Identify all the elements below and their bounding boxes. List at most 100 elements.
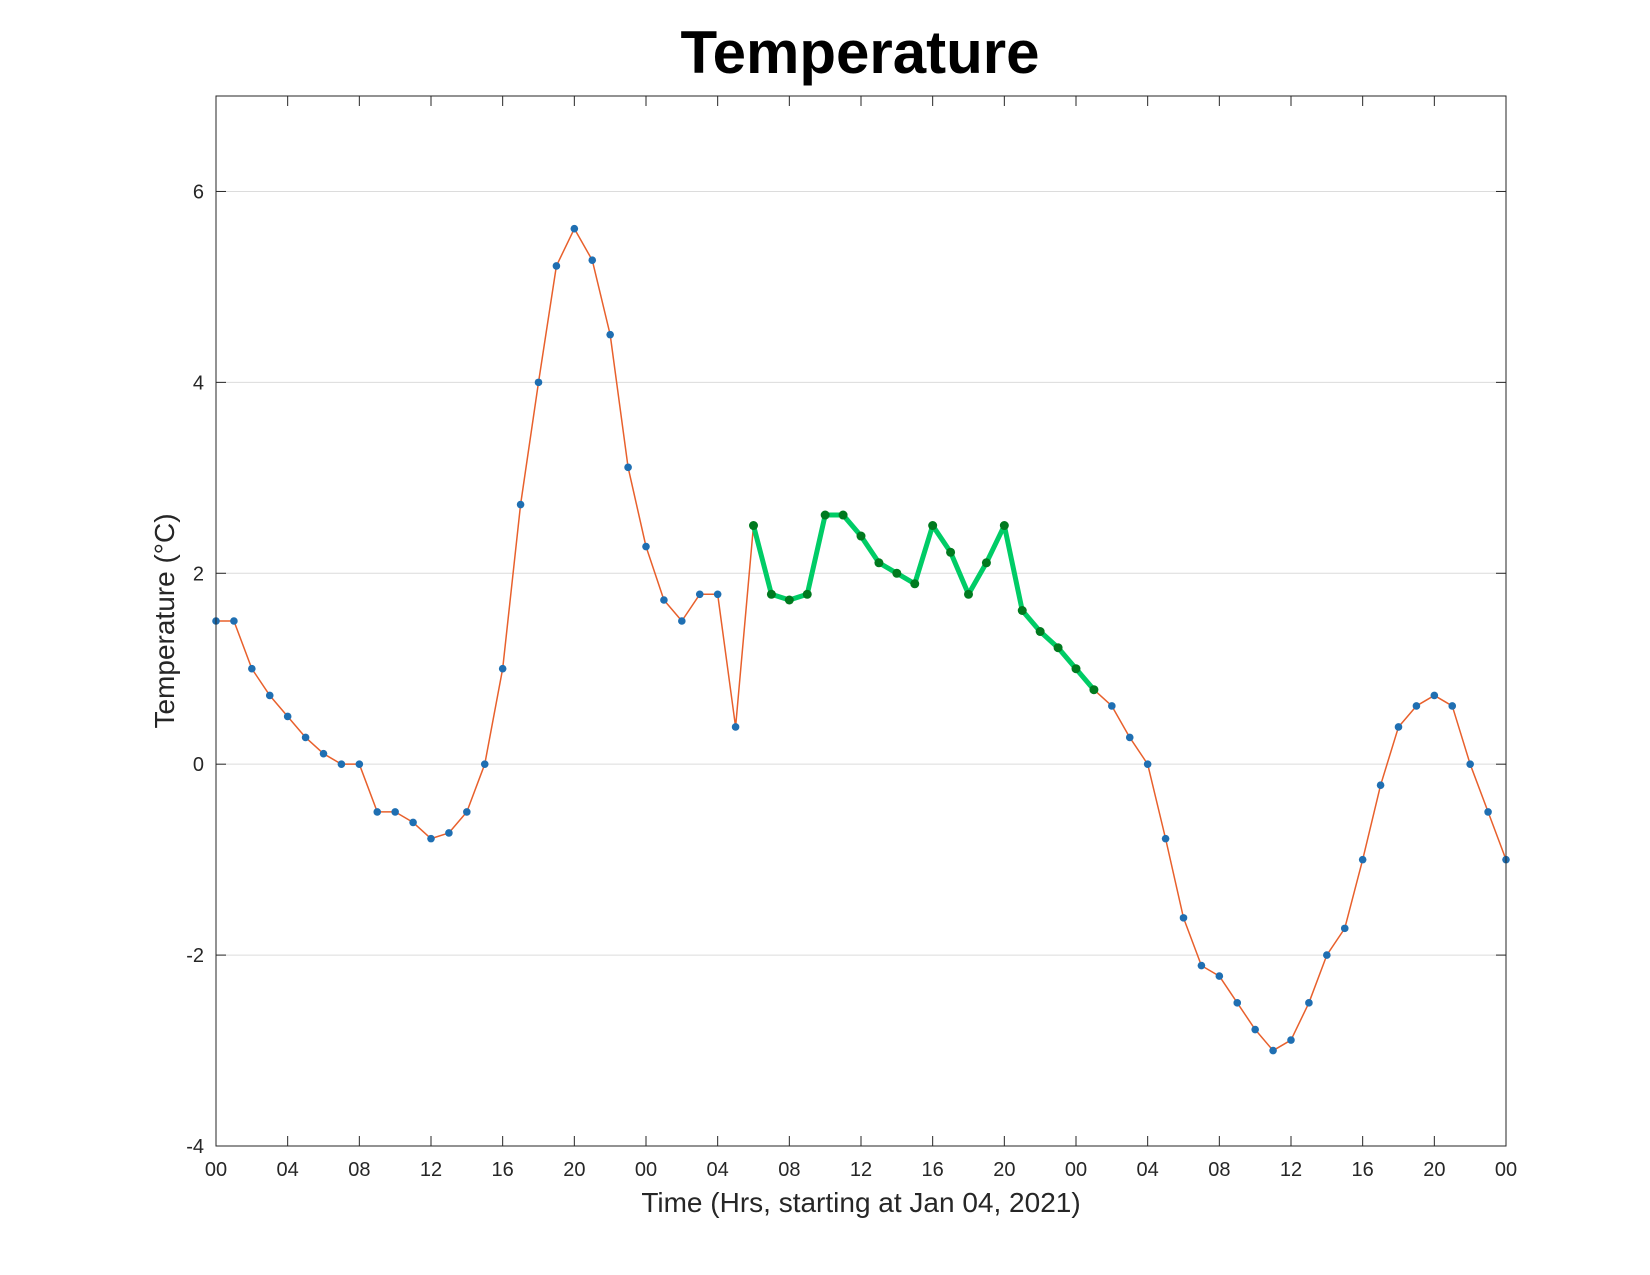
data-point: [1484, 808, 1492, 816]
data-point: [445, 829, 453, 837]
highlighted-data-point: [981, 558, 991, 568]
data-point: [606, 330, 614, 339]
data-point: [1376, 781, 1385, 789]
data-point: [1215, 972, 1224, 980]
data-point: [230, 617, 238, 625]
x-tick-label: 12: [1280, 1159, 1302, 1181]
x-axis-label: Time (Hrs, starting at Jan 04, 2021): [641, 1187, 1080, 1218]
x-tick-label: 08: [778, 1159, 800, 1181]
y-tick-label: 4: [193, 372, 204, 394]
highlighted-data-point: [928, 521, 938, 531]
highlighted-data-point: [964, 589, 973, 599]
highlighted-data-point: [1089, 685, 1099, 695]
data-point: [1466, 760, 1474, 768]
data-point: [409, 818, 417, 827]
highlighted-data-point: [1017, 606, 1027, 615]
x-tick-label: 16: [492, 1159, 514, 1181]
data-point: [1448, 702, 1457, 710]
data-point: [588, 256, 597, 264]
highlighted-data-point: [1053, 643, 1063, 653]
data-point: [1197, 961, 1206, 970]
highlighted-data-point: [946, 547, 956, 557]
data-point: [1287, 1036, 1295, 1044]
data-point: [498, 664, 507, 673]
data-point: [1251, 1025, 1259, 1034]
x-tick-label: 20: [993, 1159, 1015, 1181]
data-point: [1430, 691, 1439, 700]
data-point: [570, 224, 579, 233]
data-point: [301, 733, 310, 742]
x-tick-label: 12: [420, 1159, 442, 1181]
highlighted-segment-line: [751, 512, 1097, 693]
highlighted-data-point: [838, 510, 848, 520]
data-point: [480, 760, 489, 768]
data-point: [463, 808, 471, 816]
data-point: [1179, 914, 1188, 922]
x-tick-label: 04: [707, 1159, 729, 1181]
data-point: [534, 378, 543, 387]
data-point: [1358, 855, 1367, 864]
plot-background: [216, 96, 1506, 1146]
x-tick-label: 08: [1208, 1159, 1230, 1181]
grid-lines: [216, 190, 1506, 956]
data-point: [660, 596, 668, 604]
data-point: [337, 760, 346, 768]
highlighted-data-point: [820, 510, 830, 520]
data-point: [1233, 999, 1242, 1007]
data-point: [1108, 702, 1116, 710]
data-point: [355, 760, 364, 768]
y-axis-label: Temperature (°C): [149, 513, 180, 728]
highlighted-data-point: [784, 595, 794, 605]
data-point: [1161, 834, 1170, 843]
data-point: [1269, 1046, 1277, 1055]
highlighted-data-point: [1071, 664, 1081, 674]
highlighted-data-point: [856, 531, 866, 541]
data-point: [1305, 999, 1313, 1007]
data-point: [642, 542, 650, 551]
x-tick-label: 00: [205, 1159, 227, 1181]
x-tick-label: 04: [277, 1159, 299, 1181]
x-tick-label: 20: [563, 1159, 585, 1181]
highlighted-data-point: [1035, 627, 1045, 636]
highlighted-data-point: [892, 568, 902, 578]
data-point: [1143, 760, 1152, 768]
data-point: [1340, 924, 1349, 933]
data-point: [283, 712, 292, 721]
data-point: [731, 723, 740, 731]
data-point: [1125, 733, 1134, 742]
data-point: [319, 749, 328, 758]
axis-ticks: -4 -2 0 2 4 6 00 04 08 12 16 20 00 04 08 12 16 20 00 04 08 12…: [186, 96, 1517, 1181]
data-point: [1323, 951, 1331, 959]
y-tick-label: 2: [193, 563, 204, 585]
x-tick-label: 12: [850, 1159, 872, 1181]
data-point: [713, 590, 722, 599]
data-point: [427, 834, 435, 843]
data-point: [391, 808, 399, 816]
x-tick-label: 00: [1065, 1159, 1087, 1181]
data-point: [552, 262, 561, 270]
highlighted-data-point: [999, 521, 1009, 531]
highlighted-data-point: [874, 558, 884, 568]
chart-title: Temperature: [680, 19, 1040, 86]
y-tick-label: 0: [193, 754, 204, 776]
x-tick-label: 00: [635, 1159, 657, 1181]
data-point: [678, 617, 686, 625]
data-point: [373, 808, 382, 816]
highlighted-data-point: [910, 579, 920, 589]
y-tick-label: 6: [193, 181, 204, 203]
highlighted-data-point: [749, 521, 758, 531]
data-point: [695, 590, 704, 599]
x-tick-label: 20: [1423, 1159, 1445, 1181]
x-tick-label: 16: [922, 1159, 944, 1181]
x-tick-label: 08: [348, 1159, 370, 1181]
series-markers: [212, 224, 1510, 1055]
highlighted-data-point: [766, 589, 776, 599]
data-point: [624, 463, 632, 472]
data-point: [248, 664, 256, 673]
y-tick-label: -2: [186, 945, 204, 967]
data-point: [1394, 723, 1403, 731]
y-tick-label: -4: [186, 1136, 204, 1158]
x-tick-label: 00: [1495, 1159, 1517, 1181]
data-point: [516, 500, 525, 509]
